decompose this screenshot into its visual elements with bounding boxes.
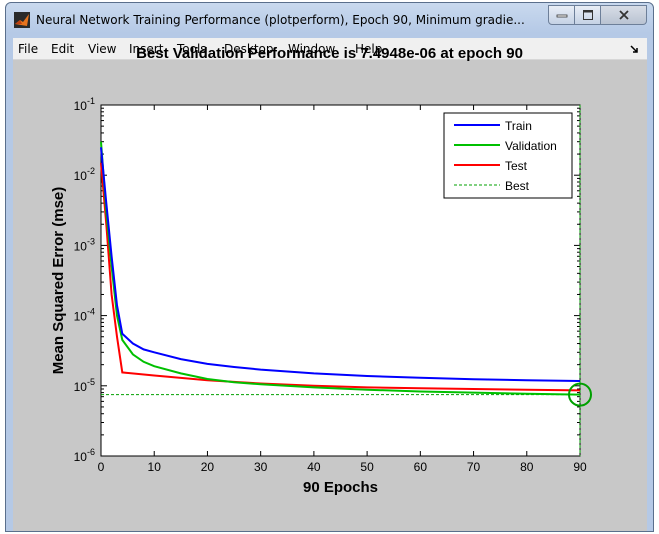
x-tick-label: 80 (520, 460, 534, 474)
x-tick-label: 90 (573, 460, 587, 474)
x-tick-label: 30 (254, 460, 268, 474)
legend-label: Best (505, 179, 530, 193)
y-tick-label: 10-5 (74, 377, 95, 394)
y-tick-label: 10-6 (74, 447, 95, 464)
x-tick-label: 70 (467, 460, 481, 474)
x-tick-label: 50 (360, 460, 374, 474)
y-tick-label: 10-4 (74, 307, 95, 324)
x-tick-label: 20 (201, 460, 215, 474)
x-tick-label: 40 (307, 460, 321, 474)
x-tick-label: 60 (414, 460, 428, 474)
y-axis-label: Mean Squared Error (mse) (50, 187, 67, 375)
legend-label: Train (505, 119, 532, 133)
legend-label: Test (505, 159, 528, 173)
x-tick-label: 0 (98, 460, 105, 474)
x-axis-label: 90 Epochs (303, 479, 378, 496)
y-tick-label: 10-3 (74, 236, 95, 253)
y-tick-label: 10-1 (74, 96, 95, 113)
legend-label: Validation (505, 139, 557, 153)
x-tick-label: 10 (148, 460, 162, 474)
y-tick-label: 10-2 (74, 166, 95, 183)
